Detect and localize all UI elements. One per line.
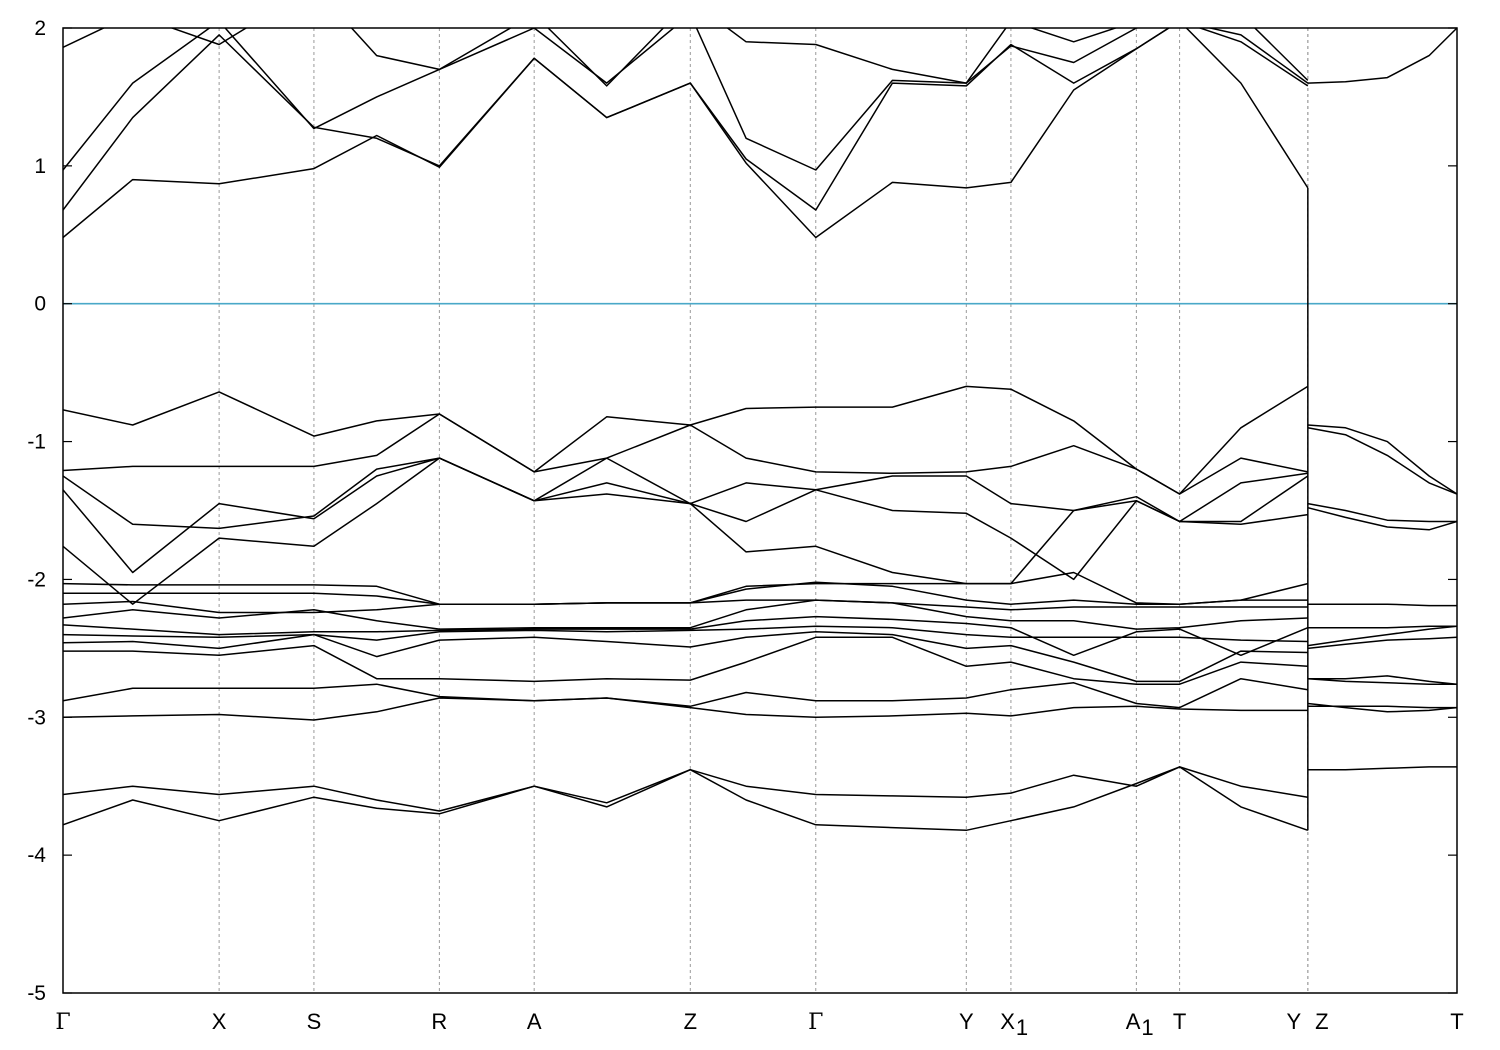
kpoint-label: T	[1173, 1009, 1186, 1034]
axes	[62, 27, 1458, 994]
plot-frame	[62, 27, 1458, 994]
band-line	[1307, 677, 1457, 685]
band-line	[1307, 506, 1457, 531]
band-line	[63, 677, 1308, 709]
y-tick-label: -2	[27, 568, 46, 591]
y-tick-label: 1	[34, 155, 46, 178]
band-line	[1307, 28, 1457, 84]
y-tick-label: -4	[27, 844, 46, 867]
tick-labels: 210-1-2-3-4-5Γ X S R A Z Γ Y X 1 A 1 T Y Z T	[27, 17, 1463, 1040]
y-tick-label: -1	[27, 431, 46, 454]
kpoint-label-subscript: 1	[1016, 1015, 1028, 1040]
band-line	[63, 625, 1308, 643]
band-line	[1307, 502, 1457, 523]
band-line	[63, 457, 1309, 581]
band-line	[63, 581, 1308, 605]
kpoint-label: S	[307, 1009, 322, 1034]
kpoint-label: T	[1450, 1009, 1463, 1034]
band-line	[1307, 427, 1457, 495]
y-tick-label: -5	[27, 982, 46, 1005]
band-line	[1307, 705, 1457, 709]
band-line	[1307, 766, 1457, 771]
band-segment	[63, 28, 1309, 832]
band-line	[63, 697, 1308, 721]
band-line	[63, 599, 1308, 630]
kpoint-label: A	[1126, 1009, 1141, 1034]
kpoint-label: Z	[684, 1009, 697, 1034]
kpoint-label: A	[527, 1009, 542, 1034]
kpoint-label: Γ	[808, 1010, 823, 1035]
band-line	[63, 457, 1308, 530]
band-line	[1307, 424, 1457, 495]
kpoint-label: Z	[1315, 1009, 1328, 1034]
band-line	[1307, 636, 1457, 650]
band-line	[63, 599, 1308, 614]
kpoint-label: Γ	[55, 1010, 70, 1035]
band-line	[63, 615, 1309, 657]
band-line	[63, 28, 1309, 211]
kpoint-label: X	[212, 1009, 227, 1034]
bands	[63, 28, 1457, 832]
band-line	[63, 766, 1309, 832]
y-tick-label: 2	[34, 17, 46, 40]
band-line	[63, 571, 1308, 605]
band-line	[1307, 675, 1457, 685]
band-line	[1307, 625, 1457, 647]
band-line	[63, 636, 1308, 685]
kpoint-label: R	[431, 1009, 447, 1034]
kpoint-label-subscript: 1	[1141, 1015, 1153, 1040]
kpoint-label: X	[1000, 1009, 1015, 1034]
grid-lines	[218, 28, 1309, 993]
band-line	[63, 766, 1308, 812]
kpoint-label: Y	[1286, 1009, 1301, 1034]
y-tick-label: 0	[34, 293, 46, 316]
y-tick-label: -3	[27, 706, 46, 729]
band-line	[63, 385, 1309, 495]
band-line	[1307, 625, 1457, 629]
kpoint-label: Y	[959, 1009, 974, 1034]
band-segment	[1307, 28, 1457, 771]
band-line	[1307, 603, 1457, 607]
band-line	[63, 28, 1309, 87]
band-line	[63, 28, 1309, 171]
